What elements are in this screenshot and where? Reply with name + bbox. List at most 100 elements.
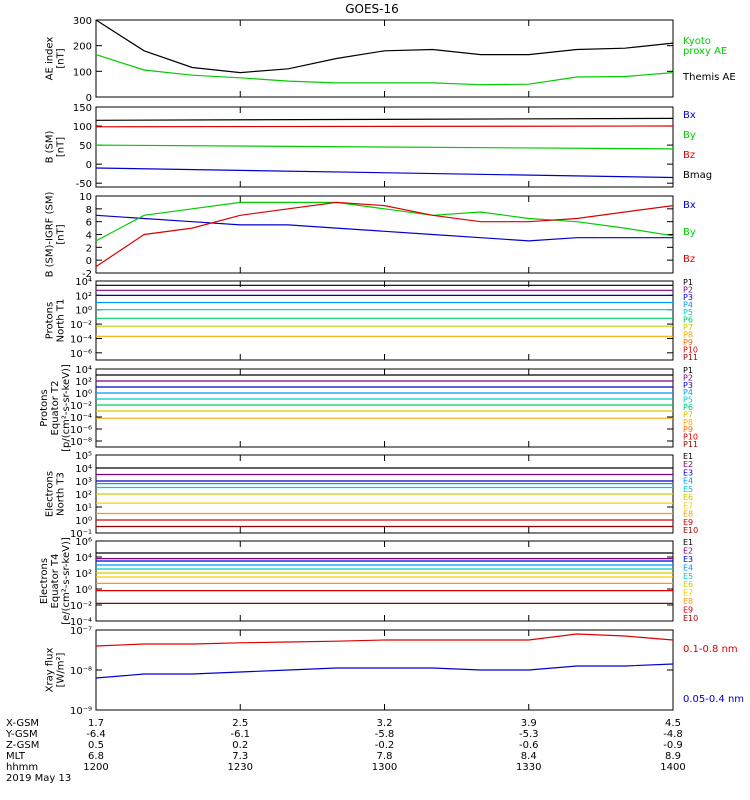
- series-line: [95, 167, 674, 179]
- panel-6: 10⁻¹ 10⁰ 10¹ 10² 10³ 10⁴ 10⁵ Electrons North T3 E…: [45, 451, 699, 540]
- series-line: [95, 144, 674, 150]
- y-tick-label: 10⁻⁶: [70, 349, 92, 360]
- legend-label: E8: [683, 597, 693, 606]
- legend-label: By: [683, 227, 696, 238]
- y-axis-label: AE index: [45, 37, 56, 81]
- y-axis-label: B (SM): [45, 130, 56, 163]
- footer-value: -5.3: [519, 729, 539, 740]
- y-tick-label: 10⁰: [75, 306, 92, 317]
- y-tick-label: 100: [73, 67, 92, 78]
- y-tick-label: 10⁴: [75, 553, 92, 564]
- y-tick-label: 10²: [75, 569, 92, 580]
- y-tick-label: -50: [76, 179, 92, 190]
- y-axis-label: North T3: [56, 472, 67, 516]
- legend-label: E2: [683, 460, 693, 469]
- footer-date: 2019 May 13: [6, 773, 71, 784]
- series-line: [95, 117, 674, 121]
- legend-label: E10: [683, 614, 698, 623]
- legend-label: E3: [683, 468, 693, 477]
- y-tick-label: 2: [86, 243, 92, 254]
- y-tick-label: 50: [79, 141, 92, 152]
- y-tick-label: 10⁻²: [70, 401, 92, 412]
- footer-value: 2.5: [232, 718, 248, 729]
- legend-label: P5: [683, 308, 693, 317]
- y-tick-label: 10: [79, 192, 92, 203]
- y-axis-label: [nT]: [56, 137, 67, 157]
- panel-frame: [95, 629, 674, 711]
- legend-label: E3: [683, 555, 693, 564]
- footer-value: 1.7: [88, 718, 104, 729]
- legend-label: E6: [683, 580, 693, 589]
- footer-value: 0.5: [88, 740, 104, 751]
- panel-frame: [95, 19, 674, 98]
- y-tick-label: 4: [86, 231, 92, 242]
- footer-value: -4.8: [663, 729, 683, 740]
- y-tick-label: 10⁻⁴: [70, 334, 92, 345]
- y-tick-label: 10⁻⁴: [70, 413, 92, 424]
- series-line: [95, 663, 674, 679]
- y-tick-label: 10²: [75, 490, 92, 501]
- y-tick-label: 8: [86, 205, 92, 216]
- footer-value: -0.6: [519, 740, 539, 751]
- legend-label: P3: [683, 381, 693, 390]
- footer-value: 1230: [228, 762, 253, 773]
- legend-label: Bx: [683, 110, 696, 121]
- y-tick-label: 100: [73, 122, 92, 133]
- footer-value: 1330: [516, 762, 541, 773]
- legend-label: E9: [683, 606, 693, 615]
- legend-label: 0.05-0.4 nm: [683, 694, 744, 705]
- series-line: [95, 19, 674, 74]
- footer-value: 8.9: [665, 751, 681, 762]
- footer-value: -0.9: [663, 740, 683, 751]
- legend-label: E10: [683, 526, 698, 535]
- y-tick-label: 10⁴: [75, 277, 92, 288]
- footer-row-label: MLT: [6, 751, 26, 762]
- legend-label: P8: [683, 418, 693, 427]
- footer-value: 7.8: [377, 751, 393, 762]
- y-tick-label: 10⁻⁷: [70, 626, 92, 637]
- legend-label: P4: [683, 388, 693, 397]
- y-tick-label: 10⁰: [75, 516, 92, 527]
- footer-value: 1300: [372, 762, 397, 773]
- y-axis-label: Equator T4: [50, 554, 61, 609]
- y-tick-label: 10⁰: [75, 389, 92, 400]
- plot-title: GOES-16: [345, 2, 399, 16]
- y-axis-label: North T1: [56, 299, 67, 343]
- legend-label: P6: [683, 403, 693, 412]
- footer-value: 0.2: [232, 740, 248, 751]
- legend-label: P2: [683, 373, 693, 382]
- legend-label: P8: [683, 331, 693, 340]
- y-tick-label: 6: [86, 218, 92, 229]
- legend-label: P2: [683, 286, 693, 295]
- footer-value: 6.8: [88, 751, 104, 762]
- footer-value: 4.5: [665, 718, 681, 729]
- legend-label: P3: [683, 293, 693, 302]
- y-axis-label: Electrons: [45, 471, 56, 517]
- y-tick-label: 10⁻⁴: [70, 617, 92, 628]
- legend-label: Kyoto: [683, 36, 711, 47]
- series-line: [95, 214, 673, 242]
- panel-frame: [95, 195, 674, 274]
- y-tick-label: 10⁻⁸: [70, 666, 92, 677]
- footer-row-label: X-GSM: [6, 718, 39, 729]
- y-tick-label: 0: [86, 160, 92, 171]
- legend-label: Bx: [683, 200, 696, 211]
- legend-label: P11: [683, 440, 698, 449]
- legend-label: P7: [683, 323, 693, 332]
- footer-value: -0.2: [375, 740, 395, 751]
- y-axis-label: [nT]: [56, 224, 67, 244]
- y-tick-label: 10⁰: [75, 585, 92, 596]
- legend-label: P1: [683, 278, 693, 287]
- footer-value: 7.3: [232, 751, 248, 762]
- legend-label: P1: [683, 366, 693, 375]
- legend-label: Bmag: [683, 170, 712, 181]
- y-tick-label: 10⁻²: [70, 320, 92, 331]
- legend-label: E8: [683, 510, 693, 519]
- panel-3: -2 0 24 6 8 10 B (SM)-IGRF (SM) [nT] Bx By Bz: [45, 192, 696, 280]
- legend-label: E1: [683, 452, 693, 461]
- legend-label: Themis AE: [682, 72, 736, 83]
- y-tick-label: 10⁻²: [70, 601, 92, 612]
- y-tick-label: 10⁻⁶: [70, 425, 92, 436]
